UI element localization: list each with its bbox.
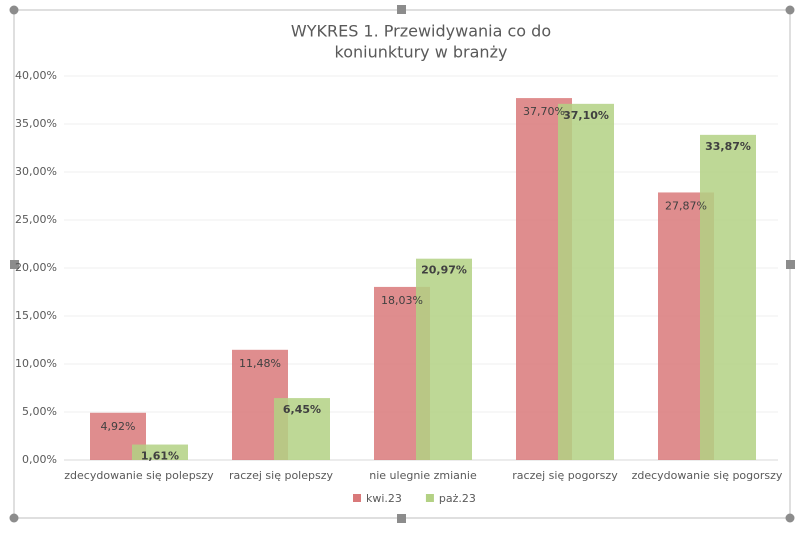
data-label: 33,87% bbox=[705, 140, 751, 153]
x-tick-label: raczej się polepszy bbox=[229, 469, 333, 482]
y-tick-label: 5,00% bbox=[22, 405, 57, 418]
x-tick-label: nie ulegnie zmianie bbox=[369, 469, 477, 482]
data-label: 6,45% bbox=[283, 403, 321, 416]
y-tick-label: 10,00% bbox=[15, 357, 57, 370]
data-label: 37,70% bbox=[523, 105, 565, 118]
y-tick-label: 25,00% bbox=[15, 213, 57, 226]
chart-title: WYKRES 1. Przewidywania co do bbox=[291, 22, 551, 41]
handle[interactable] bbox=[9, 5, 19, 15]
chart-title: koniunktury w branży bbox=[335, 43, 508, 62]
legend-swatch bbox=[353, 494, 361, 502]
data-label: 27,87% bbox=[665, 199, 707, 212]
handle[interactable] bbox=[10, 260, 19, 269]
bar bbox=[700, 134, 756, 460]
y-tick-label: 40,00% bbox=[15, 69, 57, 82]
data-label: 37,10% bbox=[563, 109, 609, 122]
data-label: 20,97% bbox=[421, 264, 467, 277]
handle[interactable] bbox=[785, 5, 795, 15]
data-label: 1,61% bbox=[141, 450, 179, 463]
x-tick-label: raczej się pogorszy bbox=[512, 469, 618, 482]
legend-swatch bbox=[425, 494, 434, 502]
bar bbox=[132, 444, 188, 460]
handle[interactable] bbox=[397, 5, 406, 14]
y-tick-label: 35,00% bbox=[15, 117, 57, 130]
data-label: 18,03% bbox=[381, 294, 423, 307]
handle[interactable] bbox=[786, 260, 795, 269]
legend-label: kwi.23 bbox=[366, 492, 402, 505]
y-tick-label: 15,00% bbox=[15, 309, 57, 322]
x-tick-label: zdecydowanie się pogorszy bbox=[632, 469, 783, 482]
handle[interactable] bbox=[9, 513, 19, 523]
y-tick-label: 30,00% bbox=[15, 165, 57, 178]
handle[interactable] bbox=[397, 514, 406, 523]
y-tick-label: 0,00% bbox=[22, 453, 57, 466]
resize-handles[interactable] bbox=[9, 5, 796, 523]
y-tick-label: 20,00% bbox=[15, 261, 57, 274]
bar bbox=[274, 398, 330, 460]
bar bbox=[558, 103, 614, 460]
x-tick-label: zdecydowanie się polepszy bbox=[64, 469, 214, 482]
legend-label: paż.23 bbox=[439, 492, 476, 505]
bar bbox=[416, 258, 472, 460]
data-label: 4,92% bbox=[101, 420, 136, 433]
data-label: 11,48% bbox=[239, 357, 281, 370]
handle[interactable] bbox=[785, 513, 795, 523]
